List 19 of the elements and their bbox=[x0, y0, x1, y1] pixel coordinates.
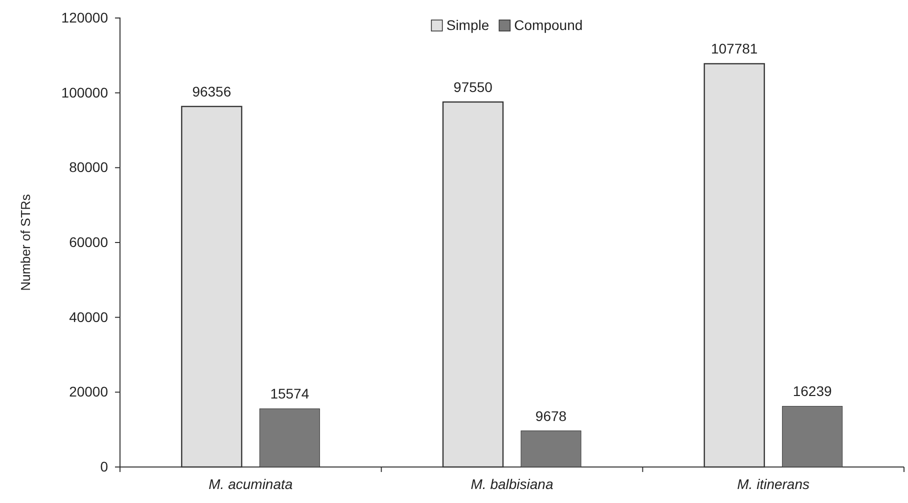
y-tick-label: 0 bbox=[100, 458, 108, 474]
x-tick-label: M. balbisiana bbox=[470, 476, 554, 492]
y-axis-title: Number of STRs bbox=[18, 194, 33, 291]
data-label: 9678 bbox=[535, 408, 567, 424]
y-tick-label: 60000 bbox=[69, 234, 108, 250]
y-tick-label: 80000 bbox=[69, 159, 108, 176]
legend-label: Simple bbox=[446, 17, 490, 33]
y-tick-label: 120000 bbox=[61, 9, 108, 26]
y-tick-label: 20000 bbox=[69, 384, 108, 400]
y-tick-label: 40000 bbox=[69, 308, 108, 325]
data-label: 107781 bbox=[710, 40, 758, 57]
x-tick-label: M. acuminata bbox=[208, 476, 293, 492]
legend-label: Compound bbox=[514, 17, 583, 33]
data-label: 16239 bbox=[792, 383, 832, 400]
data-label: 15574 bbox=[270, 386, 310, 402]
data-label: 96356 bbox=[192, 83, 232, 100]
data-label: 97550 bbox=[454, 79, 493, 95]
x-tick-label: M. itinerans bbox=[737, 476, 810, 492]
y-tick-label: 100000 bbox=[61, 84, 108, 100]
